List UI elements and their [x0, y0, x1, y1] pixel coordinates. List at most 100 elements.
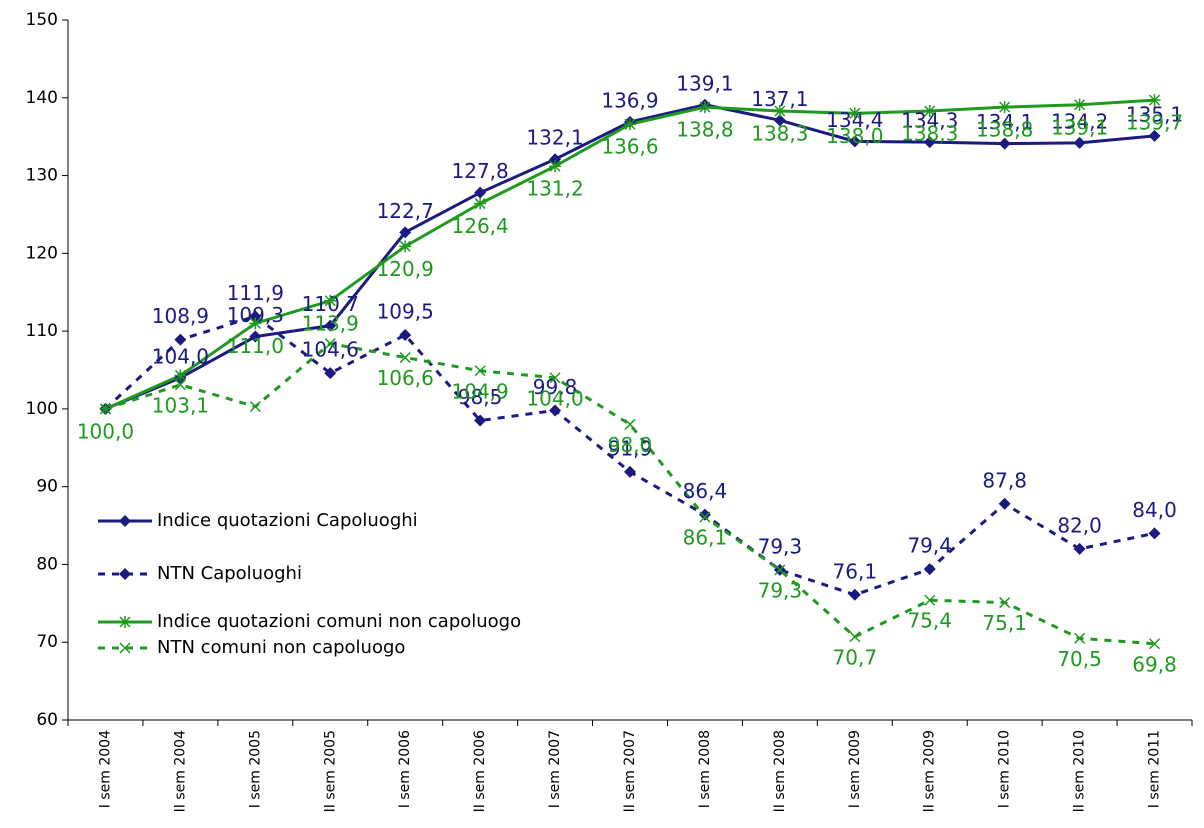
data-label: 134,1	[976, 110, 1033, 134]
data-label: 132,1	[526, 126, 583, 150]
data-label: 138,8	[676, 118, 733, 142]
marker	[119, 616, 131, 628]
marker	[324, 319, 337, 332]
x-tick-label: I sem 2006	[397, 730, 413, 808]
marker	[923, 563, 936, 576]
x-tick-label: II sem 2008	[772, 730, 788, 812]
data-label: 79,3	[758, 534, 803, 558]
x-tick-label: I sem 2011	[1147, 730, 1163, 808]
marker	[399, 352, 411, 364]
marker	[698, 508, 711, 521]
data-label: 138,3	[901, 122, 958, 146]
marker	[774, 564, 786, 576]
data-label: 111,9	[227, 281, 284, 305]
data-label: 138,0	[826, 124, 883, 148]
x-tick-label: II sem 2006	[472, 730, 488, 812]
x-tick-label: I sem 2004	[97, 730, 113, 808]
y-tick-label: 130	[26, 166, 58, 186]
data-label: 120,9	[377, 257, 434, 281]
data-label: 79,3	[758, 578, 803, 602]
data-label: 104,9	[452, 379, 509, 403]
marker	[924, 594, 936, 606]
marker	[324, 367, 337, 380]
data-label: 113,9	[302, 311, 359, 335]
marker	[1074, 632, 1086, 644]
y-tick-label: 120	[26, 243, 58, 263]
marker	[624, 118, 636, 131]
data-label: 138,3	[751, 122, 808, 146]
data-label: 139,7	[1126, 111, 1183, 135]
x-tick-label: I sem 2008	[697, 730, 713, 808]
data-label: 108,9	[152, 304, 209, 328]
marker	[998, 497, 1011, 510]
marker	[1073, 136, 1086, 149]
data-label: 109,5	[377, 300, 434, 324]
data-label: 139,1	[1051, 115, 1108, 139]
marker	[249, 317, 262, 330]
marker	[998, 137, 1011, 150]
data-label: 99,8	[533, 375, 578, 399]
marker	[119, 642, 131, 654]
data-label: 75,4	[907, 609, 952, 633]
marker	[998, 101, 1011, 114]
data-label: 70,7	[833, 645, 878, 669]
marker	[1148, 527, 1161, 540]
data-label: 98,0	[608, 433, 653, 457]
marker	[324, 294, 337, 307]
data-label: 134,2	[1051, 109, 1108, 133]
marker	[1073, 542, 1086, 555]
marker	[174, 379, 186, 391]
data-label: 111,0	[227, 334, 284, 358]
marker	[624, 418, 636, 430]
x-tick-label: II sem 2004	[172, 730, 188, 812]
data-label: 104,0	[152, 344, 209, 368]
x-tick-label: II sem 2009	[922, 730, 938, 812]
marker	[1148, 94, 1161, 107]
marker	[119, 568, 131, 580]
data-label: 84,0	[1132, 498, 1177, 522]
data-label: 139,1	[676, 71, 733, 95]
legend-label: Indice quotazioni comuni non capoluogo	[157, 611, 521, 632]
marker	[848, 107, 861, 120]
marker	[923, 105, 936, 117]
marker	[549, 404, 562, 417]
data-label: 70,5	[1057, 647, 1102, 671]
marker	[474, 186, 487, 199]
marker	[624, 465, 636, 478]
data-label: 136,9	[601, 88, 658, 112]
marker	[773, 114, 786, 127]
x-tick-label: II sem 2005	[322, 730, 338, 812]
marker	[923, 136, 936, 149]
marker	[773, 105, 786, 117]
y-tick-label: 150	[26, 10, 58, 30]
marker	[1148, 129, 1161, 142]
data-label: 104,0	[526, 386, 583, 410]
y-tick-label: 100	[26, 399, 58, 419]
marker	[999, 597, 1011, 609]
data-label: 104,6	[302, 338, 359, 362]
marker	[549, 160, 562, 173]
marker	[249, 330, 262, 343]
marker	[119, 515, 131, 527]
y-tick-label: 60	[36, 710, 58, 730]
marker	[324, 338, 336, 350]
data-label: 135,1	[1126, 102, 1183, 126]
x-tick-label: I sem 2005	[247, 730, 263, 808]
marker	[399, 226, 412, 239]
data-label: 87,8	[982, 468, 1027, 492]
data-label: 86,1	[683, 526, 728, 550]
marker	[699, 511, 711, 523]
marker	[399, 240, 412, 253]
marker	[848, 588, 861, 601]
legend-label: Indice quotazioni Capoluoghi	[157, 510, 418, 531]
y-tick-label: 110	[26, 321, 58, 341]
marker	[174, 369, 187, 382]
y-tick-label: 70	[36, 632, 58, 652]
data-label: 131,2	[526, 177, 583, 201]
data-label: 127,8	[452, 159, 509, 183]
marker	[848, 135, 861, 148]
data-label: 79,4	[907, 534, 952, 558]
data-label: 103,1	[152, 393, 209, 417]
y-tick-label: 140	[26, 88, 58, 108]
